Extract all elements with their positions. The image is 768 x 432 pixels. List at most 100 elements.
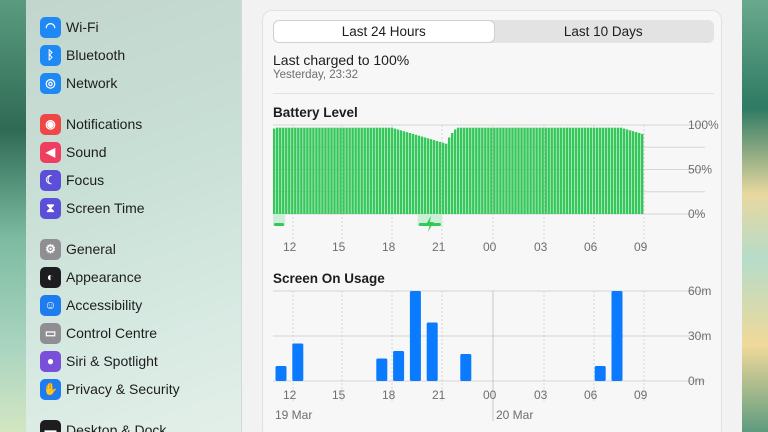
battery-bar bbox=[622, 128, 626, 214]
sidebar-item-screen-time[interactable]: ⧗ Screen Time bbox=[40, 196, 145, 220]
usage-x-tick-label: 21 bbox=[432, 388, 446, 402]
battery-bar bbox=[438, 141, 442, 214]
battery-bar bbox=[592, 127, 596, 214]
battery-bar bbox=[309, 127, 312, 214]
battery-bar bbox=[595, 127, 599, 214]
battery-bar bbox=[426, 138, 430, 214]
battery-bar bbox=[598, 127, 602, 214]
sidebar-item-bluetooth[interactable]: ᛒ Bluetooth bbox=[40, 43, 125, 67]
battery-bar bbox=[282, 127, 285, 214]
accessibility-icon: ☺ bbox=[40, 294, 61, 316]
battery-bar bbox=[342, 127, 345, 214]
sidebar-item-notifications[interactable]: ◉ Notifications bbox=[40, 112, 142, 136]
sidebar-item-general[interactable]: ⚙ General bbox=[40, 237, 116, 261]
sidebar-item-label: Appearance bbox=[66, 269, 142, 285]
battery-bar bbox=[339, 127, 342, 214]
usage-x-tick-label: 03 bbox=[534, 388, 548, 402]
toggles-icon: ▭ bbox=[40, 322, 61, 344]
battery-bar bbox=[508, 127, 511, 214]
sidebar-item-appearance[interactable]: ◐ Appearance bbox=[40, 265, 142, 289]
battery-x-tick-label: 21 bbox=[432, 240, 446, 254]
sidebar-item-label: Desktop & Dock bbox=[66, 422, 167, 432]
usage-date-label: 19 Mar bbox=[275, 408, 312, 422]
usage-bar bbox=[409, 291, 421, 381]
usage-x-tick-label: 00 bbox=[483, 388, 497, 402]
battery-x-tick-label: 03 bbox=[534, 240, 548, 254]
usage-x-tick-label: 15 bbox=[332, 388, 346, 402]
battery-bar bbox=[384, 127, 388, 214]
battery-bar bbox=[613, 127, 617, 214]
battery-bar bbox=[583, 127, 587, 214]
sidebar-item-focus[interactable]: ☾ Focus bbox=[40, 168, 104, 192]
battery-bar bbox=[450, 133, 454, 214]
battery-bar bbox=[490, 127, 493, 214]
battery-bar bbox=[351, 127, 354, 214]
battery-bar bbox=[520, 127, 523, 214]
battery-bar bbox=[453, 129, 457, 214]
battery-bar bbox=[628, 130, 632, 214]
battery-bar bbox=[574, 127, 578, 214]
last-charged-time: Yesterday, 23:32 bbox=[273, 69, 359, 81]
sidebar-item-label: Control Centre bbox=[66, 325, 158, 341]
battery-bar bbox=[303, 127, 306, 214]
battery-bar bbox=[475, 127, 478, 214]
battery-bar bbox=[333, 127, 336, 214]
battery-bar bbox=[550, 127, 553, 214]
bluetooth-icon: ᛒ bbox=[40, 44, 61, 66]
battery-bar bbox=[378, 127, 381, 214]
battery-bar bbox=[526, 127, 529, 214]
sidebar-item-desktop-dock[interactable]: ▬ Desktop & Dock bbox=[40, 418, 166, 432]
battery-bar bbox=[535, 127, 538, 214]
hand-icon: ✋ bbox=[40, 378, 61, 400]
sidebar-item-label: Bluetooth bbox=[66, 47, 126, 63]
sidebar-item-label: Focus bbox=[66, 172, 105, 188]
battery-bar bbox=[571, 127, 575, 214]
sidebar-item-network[interactable]: ◎ Network bbox=[40, 71, 117, 95]
gear-icon: ⚙ bbox=[40, 238, 61, 260]
battery-bar bbox=[390, 127, 394, 214]
battery-bar bbox=[532, 127, 535, 214]
battery-bar bbox=[562, 127, 565, 214]
usage-x-tick-label: 18 bbox=[382, 388, 396, 402]
sidebar-item-label: Wi-Fi bbox=[66, 19, 99, 35]
battery-x-tick-label: 15 bbox=[332, 240, 346, 254]
battery-bar bbox=[553, 127, 556, 214]
charging-bolt-icon bbox=[425, 216, 434, 232]
sidebar-item-label: Screen Time bbox=[66, 200, 145, 216]
battery-bar bbox=[493, 127, 496, 214]
sidebar-item-accessibility[interactable]: ☺ Accessibility bbox=[40, 293, 142, 317]
battery-bar bbox=[637, 133, 641, 214]
battery-bar bbox=[610, 127, 614, 214]
tab-last-10-days[interactable]: Last 10 Days bbox=[563, 24, 643, 39]
battery-bar bbox=[366, 127, 369, 214]
battery-bar bbox=[420, 136, 424, 214]
battery-bar bbox=[330, 127, 333, 214]
battery-bar bbox=[393, 128, 397, 214]
battery-bar bbox=[372, 127, 375, 214]
battery-bar bbox=[496, 127, 499, 214]
usage-bar bbox=[275, 366, 287, 381]
battery-bar bbox=[276, 127, 279, 214]
battery-y-tick-label: 0% bbox=[688, 207, 706, 221]
battery-bar bbox=[625, 129, 629, 214]
battery-x-tick-label: 00 bbox=[483, 240, 497, 254]
sidebar-item-control-centre[interactable]: ▭ Control Centre bbox=[40, 321, 157, 345]
battery-bar bbox=[481, 127, 484, 214]
sidebar-item-sound[interactable]: ◀ Sound bbox=[40, 140, 106, 164]
battery-x-tick-label: 18 bbox=[382, 240, 396, 254]
bell-icon: ◉ bbox=[40, 113, 61, 135]
usage-bar bbox=[376, 358, 388, 381]
battery-bar bbox=[348, 127, 351, 214]
battery-bar bbox=[369, 127, 372, 214]
tab-last-24-hours[interactable]: Last 24 Hours bbox=[274, 21, 494, 42]
battery-bar bbox=[345, 127, 348, 214]
battery-bar bbox=[375, 127, 378, 214]
battery-bar bbox=[589, 127, 593, 214]
screen-usage-title: Screen On Usage bbox=[273, 271, 385, 286]
sidebar-item-wi-fi[interactable]: ◠ Wi-Fi bbox=[40, 15, 99, 39]
battery-level-title: Battery Level bbox=[273, 105, 358, 120]
sidebar-item-siri-spotlight[interactable]: ● Siri & Spotlight bbox=[40, 349, 158, 373]
sidebar-item-privacy-security[interactable]: ✋ Privacy & Security bbox=[40, 377, 180, 401]
battery-bar bbox=[411, 133, 415, 214]
battery-bar bbox=[604, 127, 608, 214]
